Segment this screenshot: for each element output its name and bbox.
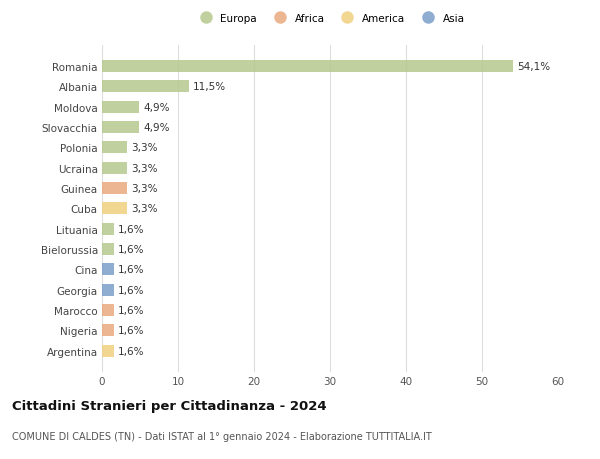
Text: 1,6%: 1,6% bbox=[118, 346, 145, 356]
Text: 54,1%: 54,1% bbox=[517, 62, 550, 72]
Text: COMUNE DI CALDES (TN) - Dati ISTAT al 1° gennaio 2024 - Elaborazione TUTTITALIA.: COMUNE DI CALDES (TN) - Dati ISTAT al 1°… bbox=[12, 431, 432, 442]
Bar bbox=[102, 345, 114, 357]
Text: 1,6%: 1,6% bbox=[118, 285, 145, 295]
Text: 3,3%: 3,3% bbox=[131, 163, 157, 173]
Bar bbox=[102, 122, 139, 134]
Text: 3,3%: 3,3% bbox=[131, 204, 157, 214]
Text: 1,6%: 1,6% bbox=[118, 245, 145, 254]
Bar bbox=[102, 101, 139, 113]
Bar bbox=[102, 61, 513, 73]
Bar bbox=[102, 183, 127, 195]
Bar bbox=[102, 263, 114, 276]
Text: 1,6%: 1,6% bbox=[118, 325, 145, 336]
Text: 3,3%: 3,3% bbox=[131, 143, 157, 153]
Bar bbox=[102, 243, 114, 256]
Text: 1,6%: 1,6% bbox=[118, 224, 145, 234]
Bar bbox=[102, 284, 114, 296]
Text: 1,6%: 1,6% bbox=[118, 265, 145, 274]
Bar bbox=[102, 162, 127, 174]
Text: 3,3%: 3,3% bbox=[131, 184, 157, 194]
Bar bbox=[102, 304, 114, 316]
Bar bbox=[102, 203, 127, 215]
Text: Cittadini Stranieri per Cittadinanza - 2024: Cittadini Stranieri per Cittadinanza - 2… bbox=[12, 399, 326, 412]
Text: 4,9%: 4,9% bbox=[143, 102, 170, 112]
Text: 11,5%: 11,5% bbox=[193, 82, 226, 92]
Text: 1,6%: 1,6% bbox=[118, 305, 145, 315]
Text: 4,9%: 4,9% bbox=[143, 123, 170, 133]
Legend: Europa, Africa, America, Asia: Europa, Africa, America, Asia bbox=[193, 12, 467, 26]
Bar bbox=[102, 325, 114, 337]
Bar bbox=[102, 81, 190, 93]
Bar bbox=[102, 142, 127, 154]
Bar bbox=[102, 223, 114, 235]
